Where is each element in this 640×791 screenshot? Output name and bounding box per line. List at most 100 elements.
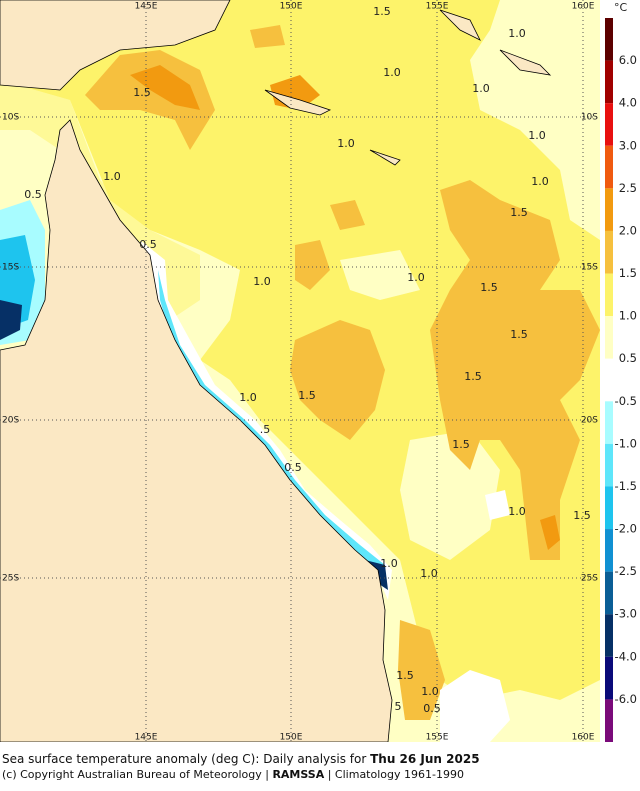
- contour-label: 1.0: [421, 685, 439, 698]
- contour-label: 1.0: [407, 271, 425, 284]
- contour-label: 1.5: [396, 669, 414, 682]
- colorbar-label: -6.0: [615, 692, 637, 706]
- colorbar-label: 2.0: [619, 223, 637, 237]
- hot-anomaly: [130, 65, 200, 110]
- contour-label: 1.5: [464, 370, 482, 383]
- colorbar-band: [605, 656, 613, 700]
- lat-label-right: 20S: [581, 416, 598, 426]
- warm-anomaly: [85, 50, 215, 150]
- lat-label-right: 15S: [581, 263, 598, 273]
- contour-label: 1.0: [528, 129, 546, 142]
- contour-label: 1.0: [508, 27, 526, 40]
- warm-anomaly: [250, 25, 285, 48]
- colorbar-band: [605, 18, 613, 61]
- colorbar-label: 3.0: [619, 138, 637, 152]
- land-australia: [0, 119, 393, 742]
- colorbar-band: [605, 614, 613, 657]
- contour-label: 1.0: [508, 505, 526, 518]
- lon-label-top: 155E: [426, 2, 449, 12]
- lon-label-bottom: 145E: [135, 733, 158, 743]
- caption-line-2: (c) Copyright Australian Bureau of Meteo…: [2, 768, 464, 781]
- neutral-anomaly: [485, 490, 510, 520]
- neutral-anomaly: [440, 670, 510, 742]
- lat-label-left: 25S: [2, 574, 19, 584]
- pale-anomaly: [400, 430, 500, 560]
- contour-label: 1.5: [573, 509, 591, 522]
- contour-label: 1.5: [452, 438, 470, 451]
- contour-label: 1.0: [253, 275, 271, 288]
- lat-label-right: 10S: [581, 113, 598, 123]
- lon-label-bottom: 150E: [280, 733, 303, 743]
- colorbar-label: -3.0: [615, 607, 637, 621]
- contour-label: 0.5: [139, 238, 157, 251]
- lat-label-left: 20S: [2, 416, 19, 426]
- land-new-guinea: [0, 0, 231, 91]
- colorbar-band: [605, 571, 613, 615]
- map: 145E 145E 150E 150E 155E 155E 160E 160E 10S 10S 15…: [0, 0, 637, 743]
- contour-label: 1.0: [472, 82, 490, 95]
- hot-anomaly: [540, 515, 560, 550]
- contour-label: 1.0: [531, 175, 549, 188]
- warm-anomaly: [295, 240, 330, 290]
- colorbar-band: [605, 486, 613, 530]
- pale-anomaly: [470, 0, 600, 240]
- colorbar-label: 1.5: [619, 266, 637, 280]
- contour-label: 1.0: [420, 567, 438, 580]
- contour-label: 1.0: [239, 391, 257, 404]
- colorbar-label: -4.0: [615, 649, 637, 663]
- caption-climatology: | Climatology 1961-1990: [324, 768, 464, 781]
- colorbar-band: [605, 699, 613, 742]
- contour-label: .5: [260, 423, 271, 436]
- contour-label: 1.5: [510, 328, 528, 341]
- contour-labels: 1.5 1.0 1.0 1.0 1.5 1.0 1.0 1.0 0.5 1.0 1.5 0.5 1.0 1…: [24, 5, 591, 715]
- colorbar-label: -2.0: [615, 522, 637, 536]
- contour-label: 0.5: [24, 188, 42, 201]
- colorbar-label: 4.0: [619, 96, 637, 110]
- lat-label-right: 25S: [581, 574, 598, 584]
- warm-anomaly: [290, 320, 385, 440]
- caption-product: RAMSSA: [272, 768, 325, 781]
- colorbar-label: 2.5: [619, 181, 637, 195]
- contour-label: 5: [395, 700, 402, 713]
- contour-label: 1.5: [298, 389, 316, 402]
- caption-copyright: (c) Copyright Australian Bureau of Meteo…: [2, 768, 273, 781]
- contour-label: 1.5: [510, 206, 528, 219]
- cool-anomaly: [158, 270, 385, 585]
- colorbar-label: 1.0: [619, 309, 637, 323]
- contour-label: 0.5: [284, 461, 302, 474]
- lon-label-top: 150E: [280, 2, 303, 12]
- colorbar-band: [605, 60, 613, 104]
- warm-anomaly: [330, 200, 365, 230]
- lon-label-top: 145E: [135, 2, 158, 12]
- pale-anomaly: [340, 250, 420, 300]
- caption-text: Sea surface temperature anomaly (deg C):…: [2, 752, 371, 766]
- islands: [264, 9, 552, 166]
- colorbar-band: [605, 145, 613, 189]
- warm-anomaly: [430, 180, 600, 560]
- colorbar-label: 0.5: [619, 351, 637, 365]
- colorbar-label: -0.5: [615, 394, 637, 408]
- colorbar-label: -2.5: [615, 564, 637, 578]
- graticule: 145E 145E 150E 150E 155E 155E 160E 160E 10S 10S 15…: [0, 0, 600, 743]
- caption-date: Thu 26 Jun 2025: [370, 752, 480, 766]
- warm-anomaly: [398, 620, 445, 720]
- lon-label-top: 160E: [572, 2, 595, 12]
- colorbar-band: [605, 188, 613, 231]
- contour-label: 1.5: [373, 5, 391, 18]
- caption-line-1: Sea surface temperature anomaly (deg C):…: [2, 752, 480, 766]
- colorbar-label: -1.5: [615, 479, 637, 493]
- contour-label: 1.0: [380, 557, 398, 570]
- colorbar: 6.0 4.0 3.0 2.5 2.0 1.5 1.0 0.5 -0.5 -1.0 -1.5 -2.0…: [605, 18, 637, 742]
- colorbar-band: [605, 529, 613, 572]
- colorbar-unit: °C: [614, 1, 628, 14]
- colorbar-label: -1.0: [615, 436, 637, 450]
- colorbar-band: [605, 401, 613, 444]
- contour-label: 1.5: [133, 86, 151, 99]
- contour-label: 0.5: [423, 702, 441, 715]
- colorbar-band: [605, 358, 613, 402]
- contour-label: 1.0: [103, 170, 121, 183]
- colorbar-label: 6.0: [619, 53, 637, 67]
- lon-label-bottom: 160E: [572, 733, 595, 743]
- lon-label-bottom: 155E: [426, 733, 449, 743]
